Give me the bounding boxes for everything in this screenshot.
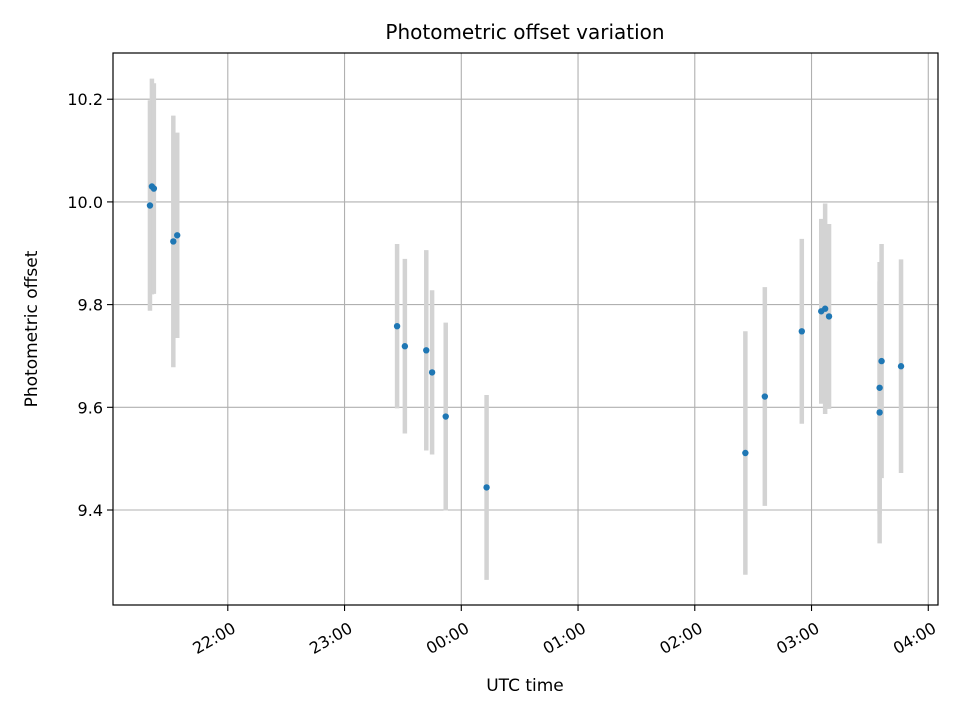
data-point	[428, 369, 436, 376]
x-tick-label: 00:00	[423, 618, 472, 658]
data-point	[170, 238, 177, 245]
data-point	[483, 484, 490, 491]
data-point	[878, 357, 885, 365]
x-tick-label: 04:00	[890, 618, 939, 658]
y-tick-label: 10.0	[67, 193, 103, 212]
y-axis: 9.4 9.6 9.8 10.0 10.2	[67, 90, 113, 520]
x-tick-label: 23:00	[306, 618, 355, 658]
chart-title: Photometric offset variation	[385, 20, 664, 44]
data-point	[174, 232, 181, 239]
data-point	[821, 305, 829, 312]
data-point	[393, 322, 401, 330]
x-axis-label: UTC time	[486, 676, 564, 696]
x-tick-label: 01:00	[540, 618, 589, 658]
x-tick-label: 02:00	[656, 618, 705, 658]
data-point	[401, 343, 409, 350]
y-tick-label: 9.8	[78, 296, 103, 315]
plot-frame	[112, 52, 939, 606]
data-point	[876, 409, 883, 416]
data-point	[876, 384, 883, 391]
y-tick-label: 10.2	[67, 90, 103, 109]
y-tick-label: 9.4	[78, 501, 103, 520]
data-point	[442, 413, 449, 420]
data-point	[761, 393, 769, 400]
data-point	[150, 185, 158, 192]
data-point	[742, 449, 749, 457]
data-point	[423, 347, 430, 354]
data-point	[825, 313, 833, 320]
x-axis: 22:00 23:00 00:00 01:00 02:00 03:00 04:00	[189, 605, 939, 658]
y-axis-label: Photometric offset	[22, 250, 42, 407]
data-point	[798, 328, 805, 335]
data-points	[146, 183, 905, 491]
data-point	[897, 363, 905, 370]
x-tick-label: 22:00	[189, 618, 238, 658]
y-tick-label: 9.6	[78, 398, 103, 417]
x-tick-label: 03:00	[773, 618, 822, 658]
error-bars	[147, 78, 904, 580]
grid	[113, 53, 938, 605]
data-point	[146, 202, 154, 209]
